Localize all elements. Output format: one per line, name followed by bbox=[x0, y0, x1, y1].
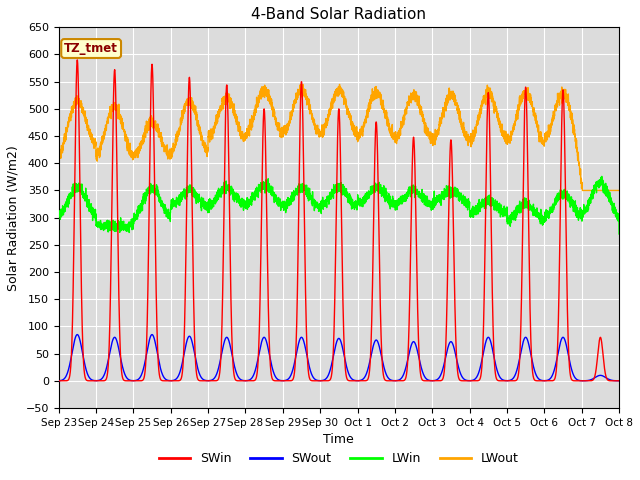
Text: TZ_tmet: TZ_tmet bbox=[64, 42, 118, 55]
X-axis label: Time: Time bbox=[323, 433, 354, 446]
Title: 4-Band Solar Radiation: 4-Band Solar Radiation bbox=[252, 7, 426, 22]
Legend: SWin, SWout, LWin, LWout: SWin, SWout, LWin, LWout bbox=[154, 447, 524, 470]
Y-axis label: Solar Radiation (W/m2): Solar Radiation (W/m2) bbox=[7, 145, 20, 290]
